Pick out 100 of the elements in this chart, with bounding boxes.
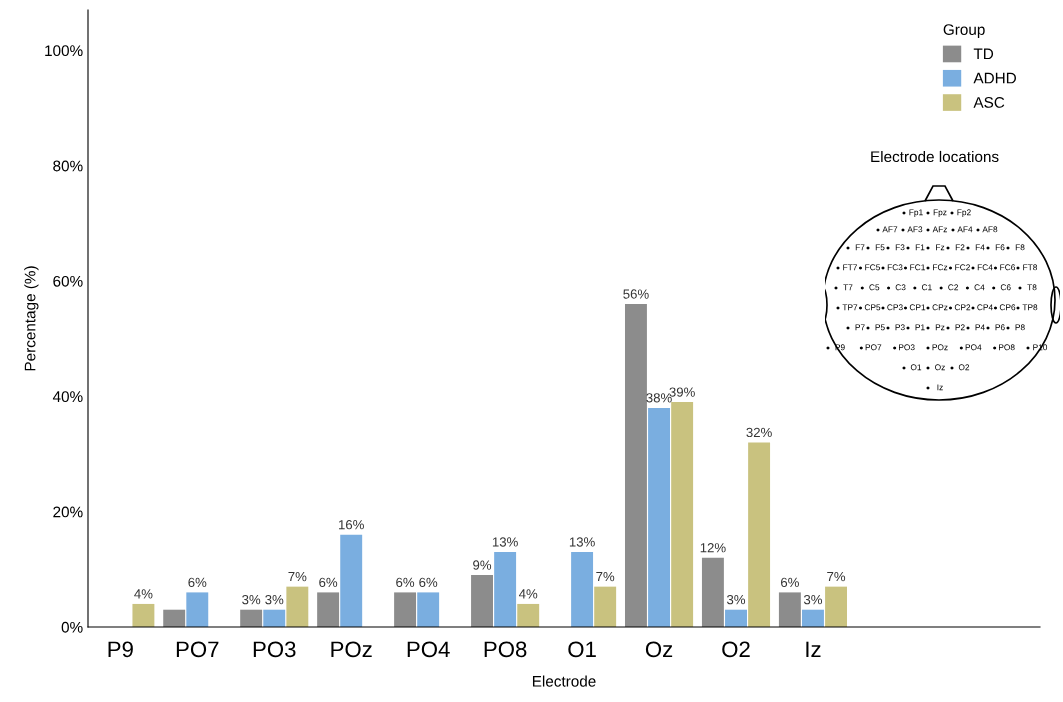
bar bbox=[648, 407, 671, 627]
x-tick-label: PO7 bbox=[176, 641, 219, 658]
annotation: TP7 bbox=[842, 304, 858, 311]
text: O1 bbox=[910, 364, 922, 371]
annotation: FT7 bbox=[843, 264, 857, 271]
bar bbox=[471, 575, 493, 627]
text: P1 bbox=[915, 324, 925, 331]
text: P7 bbox=[855, 324, 865, 331]
bar bbox=[825, 586, 848, 627]
text: CP2 bbox=[954, 304, 971, 311]
text: C1 bbox=[921, 284, 932, 291]
data-label: 56% bbox=[623, 289, 649, 299]
text: PO8 bbox=[999, 344, 1015, 351]
text: FT8 bbox=[1023, 264, 1038, 271]
text: FCz bbox=[933, 264, 948, 271]
text: CP3 bbox=[887, 304, 903, 311]
data-label: 16% bbox=[339, 520, 364, 530]
text: POz bbox=[932, 344, 948, 351]
data-label: 7% bbox=[288, 571, 307, 582]
x-tick-label: Iz bbox=[806, 641, 821, 657]
text: F7 bbox=[855, 244, 865, 251]
bar bbox=[594, 586, 617, 627]
bar bbox=[494, 552, 517, 627]
text: AFz bbox=[932, 226, 947, 233]
text: P6 bbox=[995, 324, 1005, 331]
text: CP6 bbox=[999, 304, 1016, 311]
bar bbox=[748, 442, 771, 627]
data-label: 6% bbox=[188, 577, 207, 588]
bar bbox=[317, 592, 340, 627]
bar bbox=[778, 592, 801, 627]
bar bbox=[163, 609, 186, 627]
y-tick-label: 80% bbox=[53, 160, 83, 172]
text: PO3 bbox=[899, 344, 915, 351]
text: F1 bbox=[915, 244, 925, 251]
data-label: 12% bbox=[700, 543, 726, 553]
bar bbox=[802, 609, 824, 627]
y-tick-label: 60% bbox=[53, 275, 83, 287]
text: C6 bbox=[1000, 284, 1011, 291]
y-tick-label: 100% bbox=[45, 45, 83, 57]
text: Fp2 bbox=[957, 209, 971, 217]
y-tick-label: 0% bbox=[61, 621, 83, 633]
bar bbox=[132, 603, 155, 627]
text: C2 bbox=[948, 284, 959, 291]
text: FC1 bbox=[910, 264, 925, 271]
x-tick-label: POz bbox=[331, 641, 372, 658]
data-label: 4% bbox=[518, 589, 538, 599]
text: F6 bbox=[995, 244, 1005, 251]
text: Fpz bbox=[933, 209, 947, 217]
legend-label: ASC bbox=[973, 96, 1005, 108]
bar bbox=[263, 609, 286, 627]
data-label: 13% bbox=[492, 537, 518, 547]
x-tick-label: Oz bbox=[645, 641, 673, 658]
data-label: 4% bbox=[134, 589, 153, 599]
bar bbox=[286, 586, 309, 627]
data-label: 13% bbox=[569, 537, 595, 547]
data-label: 6% bbox=[781, 577, 799, 588]
x-axis-title: Electrode bbox=[532, 675, 596, 687]
text: FC5 bbox=[865, 264, 881, 271]
bar bbox=[624, 304, 647, 627]
bar bbox=[725, 609, 747, 627]
data-label: 6% bbox=[396, 577, 415, 588]
text: P5 bbox=[875, 324, 885, 331]
text: Fp1 bbox=[909, 209, 923, 217]
text: AF4 bbox=[957, 226, 973, 233]
x-tick-label: O2 bbox=[722, 641, 750, 658]
text: PO7 bbox=[865, 344, 882, 351]
bar bbox=[340, 534, 363, 627]
x-tick-label: PO8 bbox=[484, 641, 527, 658]
text: C5 bbox=[869, 284, 880, 291]
legend-label: TD bbox=[973, 48, 994, 60]
legend-title: Group bbox=[943, 24, 985, 38]
text: O2 bbox=[958, 364, 970, 371]
text: Oz bbox=[935, 364, 945, 371]
text: FC3 bbox=[887, 264, 903, 271]
text: FC4 bbox=[977, 264, 993, 271]
bar bbox=[394, 592, 417, 627]
text: TP8 bbox=[1022, 304, 1038, 311]
text: Fz bbox=[936, 244, 945, 251]
text: Pz bbox=[935, 324, 945, 331]
data-label: 3% bbox=[265, 594, 284, 605]
y-axis-title: Percentage (%) bbox=[24, 266, 39, 371]
y-tick-label: 40% bbox=[52, 391, 83, 403]
text: Electrode locations bbox=[871, 150, 999, 163]
text: AF7 bbox=[882, 226, 898, 233]
legend-label: ADHD bbox=[973, 72, 1016, 84]
text: F8 bbox=[1015, 244, 1025, 251]
bar bbox=[701, 557, 724, 627]
bar bbox=[186, 592, 209, 627]
data-label: 6% bbox=[419, 577, 438, 588]
text: Iz bbox=[937, 384, 943, 391]
text: AF3 bbox=[907, 226, 923, 233]
y-tick-label: 20% bbox=[53, 506, 83, 518]
data-label: 7% bbox=[596, 571, 615, 582]
text: C4 bbox=[974, 284, 985, 291]
text: CPz bbox=[932, 304, 948, 311]
x-tick-label: O1 bbox=[568, 641, 596, 658]
data-label: 9% bbox=[473, 560, 492, 570]
data-label: 7% bbox=[827, 571, 846, 582]
text: F5 bbox=[875, 244, 885, 251]
annotation: T7 bbox=[843, 284, 853, 291]
